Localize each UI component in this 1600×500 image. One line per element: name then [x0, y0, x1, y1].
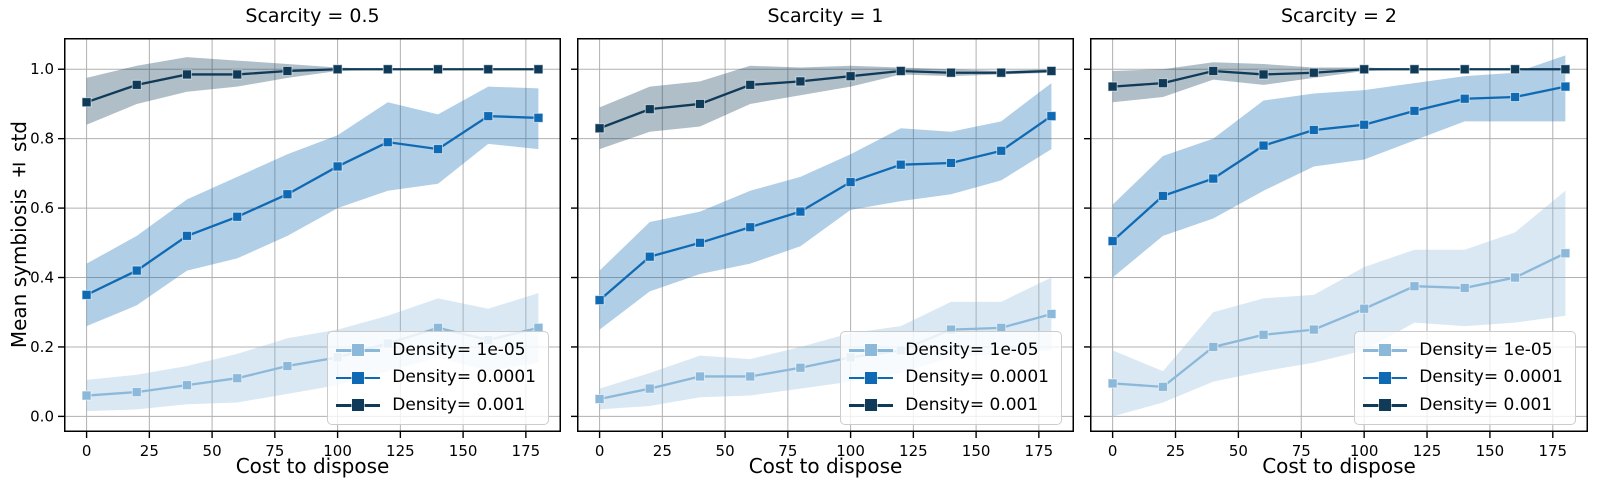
svg-text:25: 25 [140, 442, 159, 460]
svg-text:175: 175 [1025, 442, 1054, 460]
svg-text:0: 0 [1108, 442, 1118, 460]
legend-item: Density= 1e-05 [336, 338, 536, 364]
svg-text:75: 75 [1292, 442, 1311, 460]
svg-text:125: 125 [1413, 442, 1442, 460]
svg-text:100: 100 [323, 442, 352, 460]
subplot-scarcity-1: Scarcity = 1 0 25 50 75 100 125 150 175 Cost to… [571, 5, 1074, 478]
svg-text:0.0: 0.0 [30, 407, 54, 425]
svg-text:150: 150 [962, 442, 991, 460]
legend-box: Density= 1e-05 Density= 0.0001 Density= … [327, 330, 549, 425]
subplot-scarcity-2: Scarcity = 2 0 25 50 75 100 125 150 175 Cost to… [1084, 5, 1588, 478]
svg-text:1.0: 1.0 [30, 60, 54, 78]
svg-text:0.8: 0.8 [30, 130, 54, 148]
legend-label: Density= 0.001 [905, 394, 1039, 415]
legend-marker-icon [1363, 370, 1408, 385]
legend-label: Density= 0.001 [392, 394, 526, 415]
y-axis-label-text: Mean symbiosis ± std [7, 121, 31, 349]
legend-item: Density= 0.0001 [336, 365, 536, 391]
legend-box: Density= 1e-05 Density= 0.0001 Density= … [840, 330, 1062, 425]
legend-label: Density= 0.001 [1419, 394, 1553, 415]
svg-text:175: 175 [512, 442, 541, 460]
legend-item: Density= 0.001 [849, 393, 1049, 419]
panel-title: Scarcity = 1 [767, 5, 884, 27]
legend-item: Density= 0.001 [1363, 393, 1563, 419]
legend-marker-icon [1363, 343, 1408, 358]
legend-item: Density= 0.0001 [1363, 365, 1563, 391]
y-axis-label: Mean symbiosis ± std [6, 38, 32, 432]
legend-marker-icon [336, 343, 381, 358]
svg-text:50: 50 [716, 442, 735, 460]
panel-title: Scarcity = 2 [1280, 5, 1398, 27]
legend-item: Density= 0.0001 [849, 365, 1049, 391]
svg-text:25: 25 [653, 442, 672, 460]
x-axis-label: Cost to dispose [748, 454, 903, 478]
svg-text:100: 100 [836, 442, 865, 460]
legend-label: Density= 0.0001 [392, 367, 536, 387]
svg-text:175: 175 [1538, 442, 1567, 460]
legend-box: Density= 1e-05 Density= 0.0001 Density= … [1354, 330, 1576, 425]
svg-text:150: 150 [449, 442, 478, 460]
svg-text:75: 75 [778, 442, 797, 460]
svg-text:150: 150 [1476, 442, 1505, 460]
plot-area: 0 25 50 75 100 125 150 175 0.0 0.2 0.4 0.6 0.8 1.0 [30, 38, 561, 460]
x-axis-label: Cost to dispose [1262, 454, 1416, 478]
svg-text:0.2: 0.2 [30, 338, 54, 356]
legend-marker-icon [336, 398, 381, 413]
svg-text:0: 0 [595, 442, 605, 460]
svg-text:75: 75 [265, 442, 284, 460]
legend-label: Density= 1e-05 [905, 339, 1039, 360]
panel-title: Scarcity = 0.5 [245, 5, 380, 27]
svg-text:125: 125 [386, 442, 415, 460]
plot-area: 0 25 50 75 100 125 150 175 [571, 38, 1074, 460]
legend-marker-icon [849, 370, 894, 385]
x-axis-label: Cost to dispose [235, 454, 390, 478]
svg-text:50: 50 [1229, 442, 1248, 460]
svg-text:25: 25 [1166, 442, 1185, 460]
svg-text:100: 100 [1350, 442, 1379, 460]
svg-text:0: 0 [82, 442, 92, 460]
legend-marker-icon [849, 398, 894, 413]
legend-label: Density= 0.0001 [905, 367, 1049, 387]
svg-text:125: 125 [899, 442, 928, 460]
legend-label: Density= 1e-05 [392, 339, 526, 360]
legend-marker-icon [336, 370, 381, 385]
legend-label: Density= 1e-05 [1419, 339, 1553, 360]
legend-marker-icon [849, 343, 894, 358]
legend-label: Density= 0.0001 [1419, 367, 1563, 387]
svg-text:0.6: 0.6 [30, 199, 54, 217]
legend-item: Density= 1e-05 [849, 338, 1049, 364]
subplot-scarcity-0.5: Scarcity = 0.5 0 25 50 75 100 125 150 175 0.0 0.2… [30, 5, 561, 478]
legend-item: Density= 1e-05 [1363, 338, 1563, 364]
legend-marker-icon [1363, 398, 1408, 413]
legend-item: Density= 0.001 [336, 393, 536, 419]
svg-text:0.4: 0.4 [30, 269, 54, 287]
svg-text:50: 50 [203, 442, 222, 460]
